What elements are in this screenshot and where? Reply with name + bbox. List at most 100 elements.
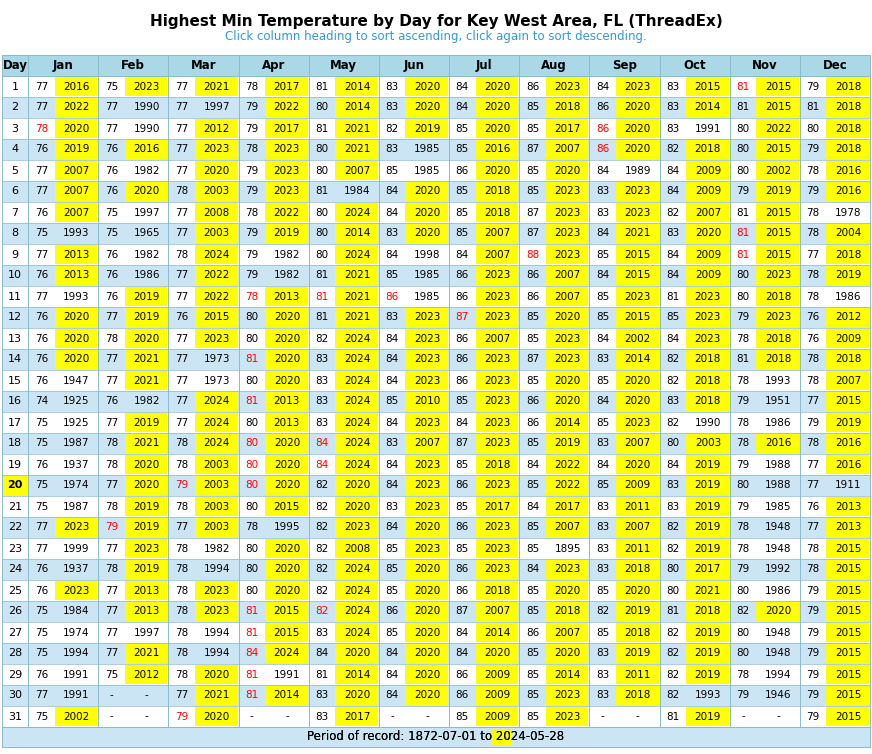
Text: 1937: 1937 <box>63 459 90 470</box>
Bar <box>686 707 729 726</box>
Text: 76: 76 <box>35 565 48 575</box>
Text: 2020: 2020 <box>484 648 510 658</box>
Text: 77: 77 <box>175 354 188 364</box>
Text: 81: 81 <box>316 81 329 91</box>
Text: 2022: 2022 <box>765 124 791 133</box>
Text: 2020: 2020 <box>695 228 721 238</box>
Text: 2020: 2020 <box>344 691 371 700</box>
Bar <box>686 623 729 642</box>
Text: 84: 84 <box>666 459 679 470</box>
Bar <box>195 602 237 621</box>
Text: 84: 84 <box>456 103 469 112</box>
Text: 86: 86 <box>526 81 539 91</box>
Text: 80: 80 <box>245 333 258 344</box>
Text: 83: 83 <box>596 439 610 449</box>
Bar <box>125 476 167 495</box>
Bar <box>616 581 658 600</box>
Bar <box>405 224 448 243</box>
Text: 2019: 2019 <box>695 648 721 658</box>
Text: 84: 84 <box>385 459 399 470</box>
Text: 78: 78 <box>105 333 118 344</box>
Text: 77: 77 <box>105 627 118 637</box>
Bar <box>475 707 518 726</box>
Text: 2019: 2019 <box>695 627 721 637</box>
Bar <box>265 623 308 642</box>
Text: 2013: 2013 <box>64 271 90 280</box>
Text: 81: 81 <box>666 292 679 302</box>
Text: 86: 86 <box>596 145 610 155</box>
Text: 1991: 1991 <box>695 124 721 133</box>
Bar <box>405 182 448 201</box>
Text: 2019: 2019 <box>64 145 90 155</box>
Text: 2013: 2013 <box>274 292 300 302</box>
Text: 77: 77 <box>175 165 188 176</box>
Text: 1948: 1948 <box>765 648 791 658</box>
Text: 2020: 2020 <box>414 228 440 238</box>
Text: 12: 12 <box>8 312 22 323</box>
Text: 79: 79 <box>105 523 118 532</box>
Text: 78: 78 <box>807 228 820 238</box>
Text: 85: 85 <box>456 228 469 238</box>
Bar <box>546 686 589 705</box>
Bar <box>195 476 237 495</box>
Text: 78: 78 <box>105 439 118 449</box>
Bar <box>125 644 167 663</box>
Text: 2014: 2014 <box>344 228 371 238</box>
Text: 79: 79 <box>245 186 258 197</box>
Bar <box>195 245 237 264</box>
Text: 80: 80 <box>737 292 750 302</box>
Text: 83: 83 <box>666 103 679 112</box>
Text: 2017: 2017 <box>344 712 371 722</box>
Text: 80: 80 <box>737 648 750 658</box>
Bar <box>616 371 658 390</box>
Text: 21: 21 <box>8 501 22 511</box>
Bar <box>546 665 589 684</box>
Text: 1987: 1987 <box>63 501 90 511</box>
Bar <box>616 245 658 264</box>
Bar <box>2 475 870 496</box>
Text: 2020: 2020 <box>274 439 300 449</box>
Text: 83: 83 <box>385 145 399 155</box>
Text: 86: 86 <box>456 565 469 575</box>
Text: 2014: 2014 <box>555 418 581 428</box>
Bar <box>475 665 518 684</box>
Text: 76: 76 <box>35 333 48 344</box>
Bar <box>475 161 518 180</box>
Text: 1986: 1986 <box>133 271 160 280</box>
Bar <box>2 160 870 181</box>
Text: 85: 85 <box>596 250 610 259</box>
Text: 2016: 2016 <box>484 145 511 155</box>
Text: 75: 75 <box>105 670 118 679</box>
Text: 1985: 1985 <box>414 271 440 280</box>
Bar <box>336 539 378 558</box>
Text: 77: 77 <box>105 480 118 491</box>
Bar <box>125 602 167 621</box>
Text: 2019: 2019 <box>765 186 791 197</box>
Text: 77: 77 <box>175 81 188 91</box>
Text: 78: 78 <box>807 207 820 217</box>
Text: 77: 77 <box>105 418 118 428</box>
Text: 17: 17 <box>8 418 22 428</box>
Bar <box>2 580 870 601</box>
Text: 78: 78 <box>736 375 750 385</box>
Text: 2007: 2007 <box>414 439 440 449</box>
Text: 2019: 2019 <box>133 292 160 302</box>
Text: 85: 85 <box>456 501 469 511</box>
Text: 2023: 2023 <box>484 354 511 364</box>
Text: 77: 77 <box>175 523 188 532</box>
Bar <box>405 665 448 684</box>
Text: 86: 86 <box>456 523 469 532</box>
Text: 77: 77 <box>105 312 118 323</box>
Text: 79: 79 <box>807 145 820 155</box>
Text: Jul: Jul <box>476 59 493 72</box>
Text: 77: 77 <box>105 354 118 364</box>
Text: 85: 85 <box>526 186 539 197</box>
Bar <box>546 476 589 495</box>
Text: Period of record: 1872-07-01 to 2024-05-28: Period of record: 1872-07-01 to 2024-05-… <box>308 731 564 743</box>
Text: 1978: 1978 <box>835 207 862 217</box>
Text: 2015: 2015 <box>274 627 300 637</box>
Text: 78: 78 <box>175 565 188 575</box>
Bar <box>546 329 589 348</box>
Bar <box>2 181 870 202</box>
Text: 79: 79 <box>245 103 258 112</box>
